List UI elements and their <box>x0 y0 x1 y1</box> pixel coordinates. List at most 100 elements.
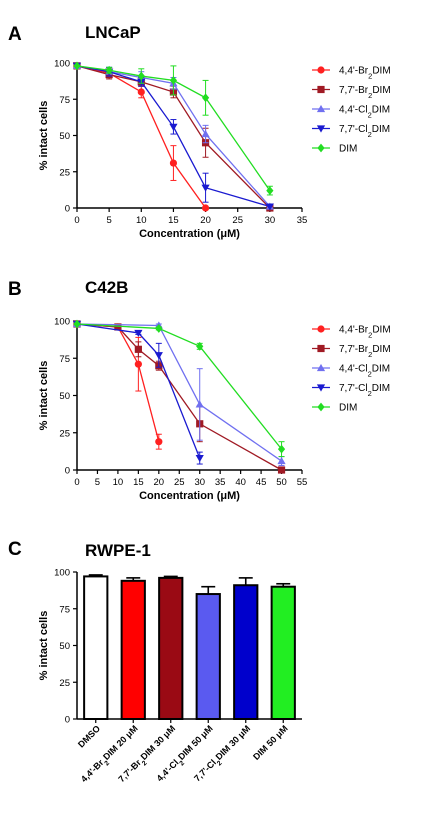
legend-marker <box>317 402 325 412</box>
y-tick-label: 25 <box>59 428 70 439</box>
data-point <box>73 319 81 329</box>
legend-item: 4,4'-Br2DIM <box>312 66 391 81</box>
series <box>72 319 286 467</box>
y-tick-label: 75 <box>59 354 70 365</box>
panel-b-title: C42B <box>85 278 128 297</box>
series <box>73 320 163 450</box>
data-point <box>169 123 178 131</box>
data-point <box>105 65 113 75</box>
data-point <box>134 329 143 338</box>
y-tick-label: 100 <box>54 568 70 579</box>
legend-marker <box>317 325 325 333</box>
x-tick-label: 0 <box>74 215 79 226</box>
data-point <box>195 454 204 463</box>
data-point <box>114 323 122 331</box>
panel-c-title: RWPE-1 <box>85 541 151 560</box>
y-tick-label: 100 <box>54 59 70 70</box>
legend-item: 7,7'-Br2DIM <box>312 85 391 100</box>
legend-label: 4,4'-Cl2DIM <box>339 105 390 120</box>
data-point <box>201 184 210 192</box>
x-tick-label: 50 <box>276 477 287 488</box>
y-axis-title: % intact cells <box>38 361 50 431</box>
x-tick-label: 45 <box>256 477 267 488</box>
series-line <box>76 65 271 208</box>
y-tick-label: 75 <box>59 604 70 615</box>
data-point <box>265 203 274 211</box>
y-tick-label: 75 <box>59 95 70 106</box>
x-tick-label: DMSO <box>76 723 102 749</box>
y-axis-title: % intact cells <box>38 101 50 171</box>
panel-a-label: A <box>8 24 22 45</box>
bar <box>233 584 259 720</box>
legend-marker <box>317 143 325 153</box>
x-tick-label: 25 <box>174 477 185 488</box>
data-point <box>134 360 142 368</box>
legend-item: 7,7'-Br2DIM <box>312 344 391 359</box>
x-tick-label: 5 <box>106 215 111 226</box>
x-tick-label: 35 <box>297 215 308 226</box>
x-tick-label: 15 <box>168 215 179 226</box>
legend-item: 4,4'-Br2DIM <box>312 325 391 340</box>
legend-label: 7,7'-Br2DIM <box>339 85 391 100</box>
panel-b-label: B <box>8 279 22 300</box>
data-point <box>134 345 142 353</box>
legend-label: 7,7'-Cl2DIM <box>339 124 390 139</box>
legend-label: DIM <box>339 403 357 414</box>
x-tick-label: 10 <box>113 477 124 488</box>
y-tick-label: 0 <box>65 466 70 477</box>
y-tick-label: 50 <box>59 131 70 142</box>
legend-label: 7,7'-Br2DIM <box>339 344 391 359</box>
bar <box>83 575 109 720</box>
legend-item: 4,4'-Cl2DIM <box>312 363 390 378</box>
series-line <box>76 323 282 471</box>
data-point <box>277 444 286 454</box>
x-tick-label: DIM 50 μM <box>251 723 290 762</box>
x-tick-label: 10 <box>136 215 147 226</box>
series-line <box>76 323 201 459</box>
series <box>73 61 274 196</box>
y-tick-label: 50 <box>59 641 70 652</box>
x-tick-label: 40 <box>235 477 246 488</box>
legend-label: 4,4'-Br2DIM <box>339 66 391 81</box>
bar <box>270 585 296 721</box>
data-point <box>201 93 210 103</box>
data-point <box>277 456 286 465</box>
bar <box>195 593 221 720</box>
data-point <box>201 204 210 212</box>
legend-label: 7,7'-Cl2DIM <box>339 383 390 398</box>
series <box>73 320 286 474</box>
x-tick-label: 15 <box>133 477 144 488</box>
series-line <box>76 323 283 450</box>
panel-a-title: LNCaP <box>85 23 141 42</box>
data-point <box>137 71 145 81</box>
data-point <box>201 129 210 138</box>
y-tick-label: 25 <box>59 678 70 689</box>
y-tick-label: 100 <box>54 317 70 328</box>
x-tick-label: 20 <box>154 477 165 488</box>
legend-marker <box>316 125 326 133</box>
data-point <box>169 159 178 167</box>
legend-item: DIM <box>312 403 357 414</box>
legend-marker <box>316 104 326 113</box>
x-tick-label: 55 <box>297 477 308 488</box>
x-tick-label: 30 <box>194 477 205 488</box>
x-axis-title: Concentration (μM) <box>139 490 240 502</box>
y-tick-label: 0 <box>65 715 70 726</box>
data-point <box>154 352 163 360</box>
legend-marker <box>316 384 326 392</box>
x-axis-title: Concentration (μM) <box>139 228 240 240</box>
legend-marker <box>316 363 326 372</box>
bar <box>120 579 146 720</box>
data-point <box>155 438 163 446</box>
x-tick-label: 0 <box>74 477 79 488</box>
data-point <box>73 61 81 71</box>
legend-item: DIM <box>312 144 357 155</box>
panel-b-chart: 0 25 50 75 100 0 5 10 15 20 25 30 35 40 45 50 55 Concentr… <box>38 317 391 503</box>
y-axis-title: % intact cells <box>38 611 50 681</box>
x-tick-label: 25 <box>232 215 243 226</box>
data-point <box>196 341 204 351</box>
y-tick-label: 0 <box>65 204 70 215</box>
legend-label: 4,4'-Br2DIM <box>339 325 391 340</box>
